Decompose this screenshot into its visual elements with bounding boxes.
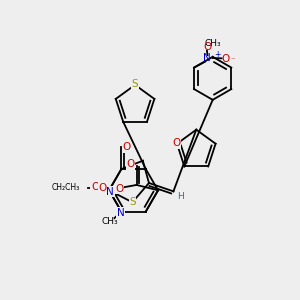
Text: N: N xyxy=(106,187,114,196)
Text: O: O xyxy=(203,42,212,52)
Text: O: O xyxy=(91,182,99,192)
Text: ⁻: ⁻ xyxy=(231,56,235,64)
Text: S: S xyxy=(132,79,138,89)
Text: O: O xyxy=(221,54,230,64)
Text: O: O xyxy=(98,183,106,193)
Text: S: S xyxy=(129,197,136,207)
Text: O: O xyxy=(127,159,135,169)
Text: H: H xyxy=(177,192,183,201)
Text: O: O xyxy=(172,138,181,148)
Text: +: + xyxy=(214,50,220,58)
Text: N: N xyxy=(117,208,124,218)
Text: N: N xyxy=(203,53,211,63)
Text: O: O xyxy=(116,184,124,194)
Text: CH₃: CH₃ xyxy=(205,40,222,49)
Text: CH₃: CH₃ xyxy=(102,217,118,226)
Text: O: O xyxy=(123,142,131,152)
Text: CH₂CH₃: CH₂CH₃ xyxy=(52,183,80,192)
